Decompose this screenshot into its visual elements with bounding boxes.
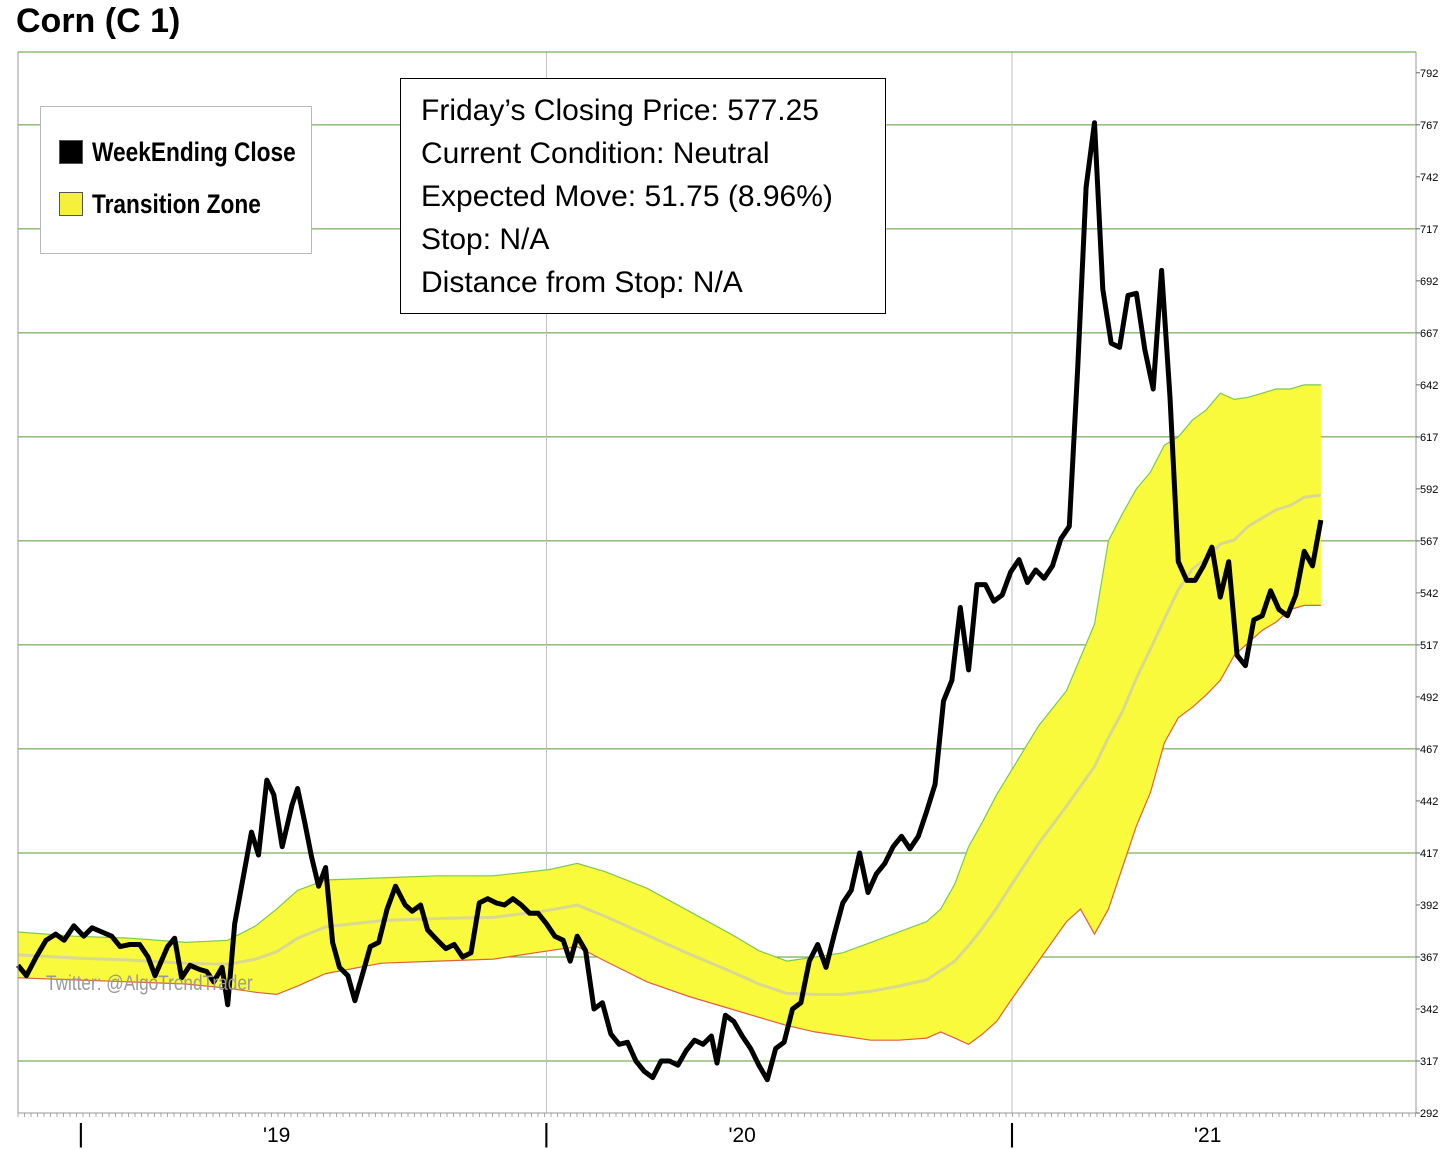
close-line <box>16 120 1324 1083</box>
legend-item-close: WeekEnding Close <box>59 137 335 167</box>
y-tick-label: 417 <box>1420 848 1438 860</box>
y-tick-label: 617 <box>1420 432 1438 444</box>
legend-swatch-zone <box>59 192 83 216</box>
condition-text: Current Condition: Neutral <box>421 137 770 170</box>
stop-text: Stop: N/A <box>421 223 550 256</box>
y-tick-label: 567 <box>1420 536 1438 548</box>
y-tick-label: 317 <box>1420 1056 1438 1068</box>
x-tick-label: '19 <box>263 1124 290 1147</box>
y-tick-label: 542 <box>1420 588 1438 600</box>
x-tick-label: | <box>543 1118 550 1148</box>
y-tick-label: 342 <box>1420 1004 1438 1016</box>
x-tick-label: '20 <box>728 1124 755 1147</box>
y-tick-label: 442 <box>1420 796 1438 808</box>
y-tick-label: 792 <box>1420 68 1438 80</box>
y-tick-label: 517 <box>1420 640 1438 652</box>
y-axis: 292 317 342 367 392 417 442 467 492 517 542 567 592 6… <box>1416 68 1438 1120</box>
legend-label-close: WeekEnding Close <box>92 136 296 167</box>
y-tick-label: 292 <box>1420 1108 1438 1120</box>
y-tick-label: 592 <box>1420 484 1438 496</box>
info-box: Friday’s Closing Price: 577.25 Current C… <box>400 78 886 314</box>
expected-move-text: Expected Move: 51.75 (8.96%) <box>421 180 833 213</box>
x-tick-label: | <box>78 1118 85 1148</box>
zone-upper-edge <box>17 384 1321 962</box>
y-tick-label: 367 <box>1420 952 1438 964</box>
y-tick-label: 767 <box>1420 120 1438 132</box>
y-tick-label: 742 <box>1420 172 1438 184</box>
y-tick-label: 467 <box>1420 744 1438 756</box>
x-axis: | '19 | '20 | '21 <box>78 1118 1222 1148</box>
y-tick-label: 667 <box>1420 328 1438 340</box>
y-tick-label: 717 <box>1420 224 1438 236</box>
legend: WeekEnding Close Transition Zone <box>40 106 312 254</box>
y-tick-label: 692 <box>1420 276 1438 288</box>
chart-title: Corn (C 1) <box>16 2 181 40</box>
legend-swatch-close <box>59 140 83 164</box>
y-tick-label: 642 <box>1420 380 1438 392</box>
x-tick-label: | <box>1009 1118 1016 1148</box>
y-tick-label: 392 <box>1420 900 1438 912</box>
distance-text: Distance from Stop: N/A <box>421 266 743 299</box>
legend-label-zone: Transition Zone <box>92 188 261 219</box>
x-tick-label: '21 <box>1194 1124 1221 1147</box>
close-series <box>16 120 1324 1083</box>
y-tick-label: 492 <box>1420 692 1438 704</box>
closing-price-text: Friday’s Closing Price: 577.25 <box>421 94 819 127</box>
transition-zone <box>17 384 1322 1045</box>
watermark: Twitter: @AlgoTrendTrader <box>46 972 253 995</box>
legend-item-zone: Transition Zone <box>59 189 293 219</box>
